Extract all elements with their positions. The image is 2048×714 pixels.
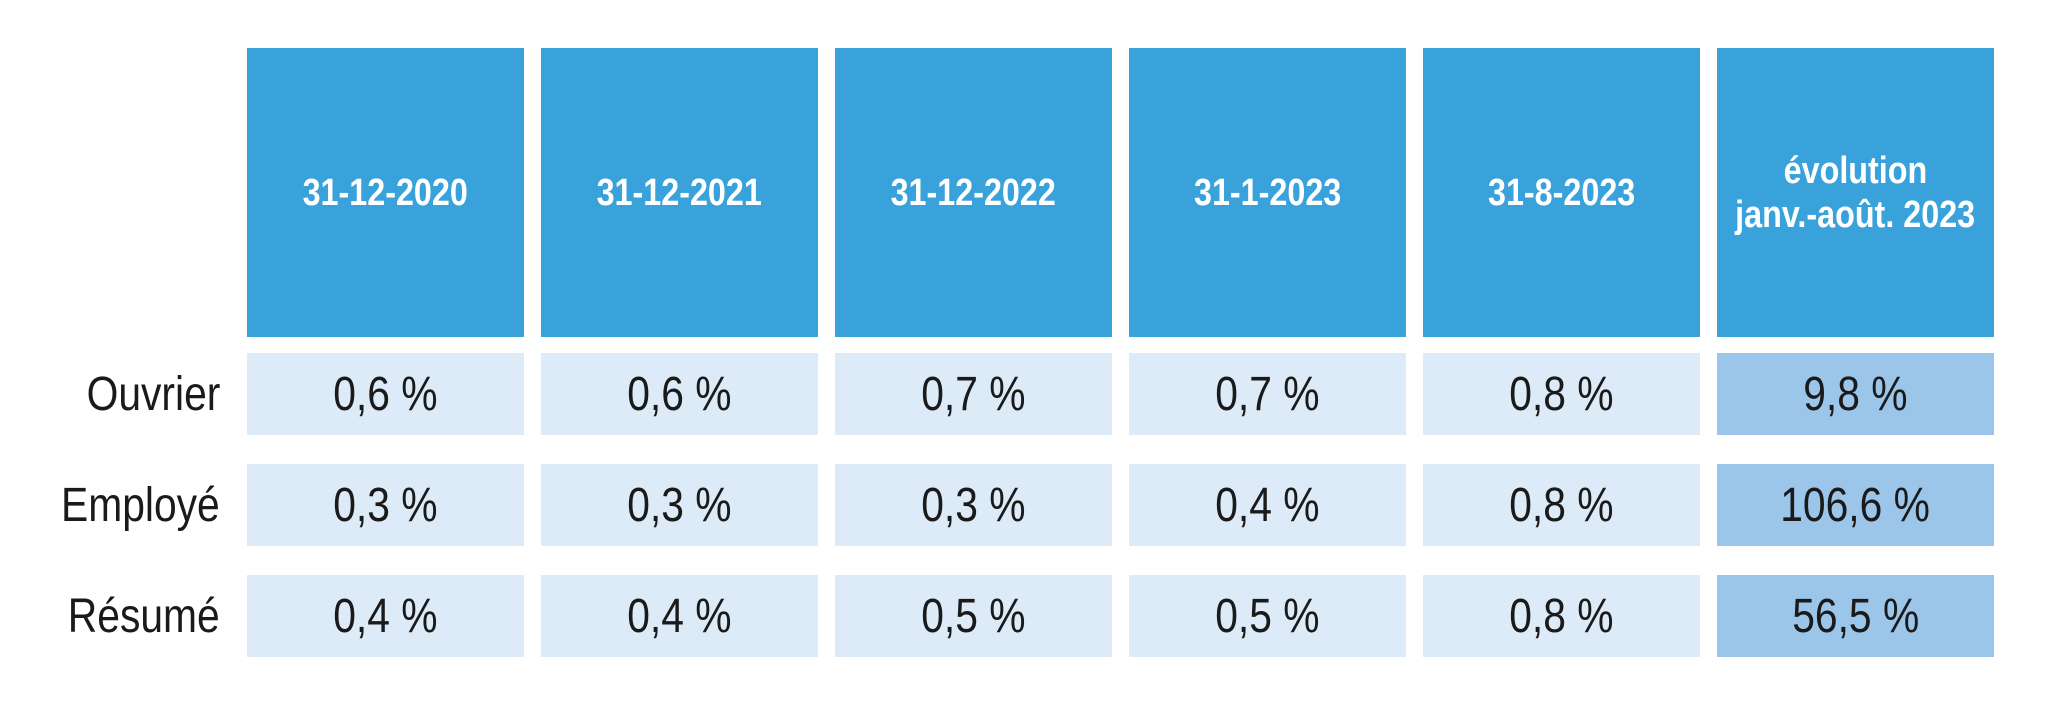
cell-value: 9,8 %	[1803, 367, 1908, 421]
header-label-line2: janv.-août. 2023	[1735, 193, 1976, 236]
data-cell: 0,5 %	[835, 575, 1112, 657]
row-label-text: Résumé	[68, 589, 220, 643]
header-cell-31-12-2020: 31-12-2020	[247, 48, 524, 337]
data-cell: 0,4 %	[247, 575, 524, 657]
row-label-text: Ouvrier	[86, 367, 220, 421]
data-cell: 0,4 %	[541, 575, 818, 657]
header-cell-31-1-2023: 31-1-2023	[1129, 48, 1406, 337]
cell-value: 0,4 %	[627, 589, 732, 643]
table-row-ouvrier: Ouvrier 0,6 % 0,6 % 0,7 % 0,7 % 0,8 % 9,…	[0, 353, 2048, 435]
cell-value: 0,4 %	[333, 589, 438, 643]
header-label: 31-12-2021	[596, 171, 763, 214]
data-cell: 0,8 %	[1423, 353, 1700, 435]
cell-value: 56,5 %	[1791, 589, 1920, 643]
data-cell: 0,6 %	[247, 353, 524, 435]
data-cell: 0,3 %	[247, 464, 524, 546]
cell-value: 0,8 %	[1509, 367, 1614, 421]
cell-value: 0,3 %	[333, 478, 438, 532]
data-cell: 0,5 %	[1129, 575, 1406, 657]
data-cell: 0,8 %	[1423, 575, 1700, 657]
header-label: 31-1-2023	[1193, 171, 1342, 214]
row-label-resume: Résumé	[0, 575, 230, 657]
statistics-table: 31-12-2020 31-12-2021 31-12-2022 31-1-20…	[0, 48, 2048, 657]
cell-value: 0,6 %	[333, 367, 438, 421]
cell-value: 0,7 %	[921, 367, 1026, 421]
cell-value: 0,8 %	[1509, 478, 1614, 532]
header-cell-31-12-2021: 31-12-2021	[541, 48, 818, 337]
row-label-text: Employé	[61, 478, 220, 532]
cell-value: 0,4 %	[1215, 478, 1320, 532]
data-cell: 0,7 %	[835, 353, 1112, 435]
header-label: 31-8-2023	[1487, 171, 1636, 214]
cell-value: 106,6 %	[1780, 478, 1931, 532]
data-cell: 0,7 %	[1129, 353, 1406, 435]
cell-value: 0,8 %	[1509, 589, 1614, 643]
corner-cell	[0, 48, 230, 337]
data-cell: 0,8 %	[1423, 464, 1700, 546]
header-label: évolution	[1783, 149, 1928, 192]
header-cell-evolution: évolution janv.-août. 2023	[1717, 48, 1994, 337]
table-row-employe: Employé 0,3 % 0,3 % 0,3 % 0,4 % 0,8 % 10…	[0, 464, 2048, 546]
table-header-row: 31-12-2020 31-12-2021 31-12-2022 31-1-20…	[0, 48, 2048, 337]
cell-value: 0,5 %	[1215, 589, 1320, 643]
evolution-cell: 56,5 %	[1717, 575, 1994, 657]
cell-value: 0,6 %	[627, 367, 732, 421]
evolution-cell: 9,8 %	[1717, 353, 1994, 435]
row-label-employe: Employé	[0, 464, 230, 546]
cell-value: 0,3 %	[627, 478, 732, 532]
data-cell: 0,3 %	[835, 464, 1112, 546]
cell-value: 0,7 %	[1215, 367, 1320, 421]
data-cell: 0,4 %	[1129, 464, 1406, 546]
cell-value: 0,5 %	[921, 589, 1026, 643]
row-label-ouvrier: Ouvrier	[0, 353, 230, 435]
header-cell-31-8-2023: 31-8-2023	[1423, 48, 1700, 337]
cell-value: 0,3 %	[921, 478, 1026, 532]
table-row-resume: Résumé 0,4 % 0,4 % 0,5 % 0,5 % 0,8 % 56,…	[0, 575, 2048, 657]
data-cell: 0,6 %	[541, 353, 818, 435]
header-label: 31-12-2020	[302, 171, 469, 214]
header-cell-31-12-2022: 31-12-2022	[835, 48, 1112, 337]
evolution-cell: 106,6 %	[1717, 464, 1994, 546]
header-label: 31-12-2022	[890, 171, 1057, 214]
data-cell: 0,3 %	[541, 464, 818, 546]
